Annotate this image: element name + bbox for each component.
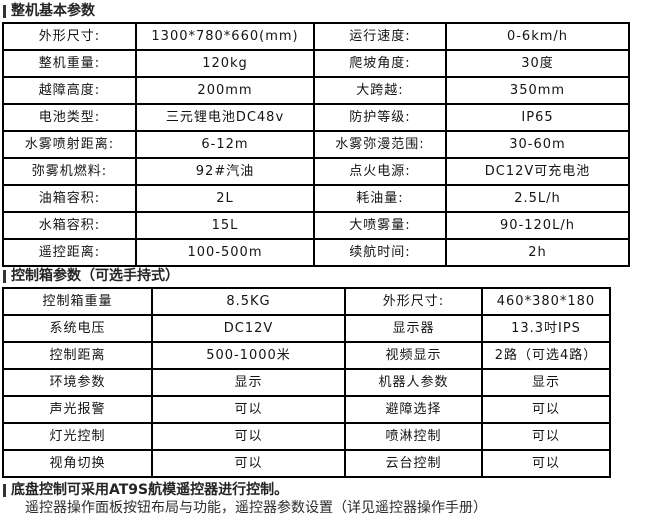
- param-label-cell: 水箱容积:: [4, 213, 137, 240]
- param-label-cell: 大跨越:: [315, 78, 447, 105]
- table-row: 灯光控制 可以 喷淋控制 可以: [4, 424, 611, 451]
- table-row: 视角切换 可以 云台控制 可以: [4, 451, 611, 478]
- param-label-cell: 耗油量:: [315, 186, 447, 213]
- section-heading-machine-params: 整机基本参数: [3, 4, 668, 19]
- param-value-cell: 100-500m: [137, 240, 315, 267]
- param-label-cell: 续航时间:: [315, 240, 447, 267]
- param-label-cell: 点火电源:: [315, 159, 447, 186]
- table-row: 外形尺寸: 1300*780*660(mm) 运行速度: 0-6km/h: [4, 24, 630, 51]
- param-value-cell: 200mm: [137, 78, 315, 105]
- param-value-cell: 三元锂电池DC48v: [137, 105, 315, 132]
- param-value-cell: 可以: [153, 451, 346, 478]
- param-value-cell: 460*380*180: [483, 289, 611, 316]
- param-value-cell: 2路（可选4路）: [483, 343, 611, 370]
- param-value-cell: 30-60m: [447, 132, 630, 159]
- param-value-cell: 13.3吋IPS: [483, 316, 611, 343]
- machine-parameters-table: 外形尺寸: 1300*780*660(mm) 运行速度: 0-6km/h 整机重量: 12…: [2, 22, 630, 267]
- param-label-cell: 云台控制: [346, 451, 483, 478]
- param-label-cell: 油箱容积:: [4, 186, 137, 213]
- param-value-cell: 120kg: [137, 51, 315, 78]
- table-row: 弥雾机燃料: 92#汽油 点火电源: DC12V可充电池: [4, 159, 630, 186]
- param-label-cell: 视角切换: [4, 451, 153, 478]
- param-label-cell: 显示器: [346, 316, 483, 343]
- control-box-parameters-table: 控制箱重量 8.5KG 外形尺寸: 460*380*180 系统电压 DC12V 显示器 13…: [2, 287, 611, 478]
- param-value-cell: DC12V: [153, 316, 346, 343]
- table-row: 越障高度: 200mm 大跨越: 350mm: [4, 78, 630, 105]
- table-row: 油箱容积: 2L 耗油量: 2.5L/h: [4, 186, 630, 213]
- section-heading-control-box-params: 控制箱参数（可选手持式）: [3, 269, 668, 284]
- param-label-cell: 环境参数: [4, 370, 153, 397]
- param-value-cell: 可以: [153, 397, 346, 424]
- param-value-cell: 2L: [137, 186, 315, 213]
- param-label-cell: 整机重量:: [4, 51, 137, 78]
- param-label-cell: 控制距离: [4, 343, 153, 370]
- param-label-cell: 水雾弥漫范围:: [315, 132, 447, 159]
- table-row: 水雾喷射距离: 6-12m 水雾弥漫范围: 30-60m: [4, 132, 630, 159]
- param-value-cell: 可以: [483, 451, 611, 478]
- table-row: 水箱容积: 15L 大喷雾量: 90-120L/h: [4, 213, 630, 240]
- param-value-cell: IP65: [447, 105, 630, 132]
- table-row: 环境参数 显示 机器人参数 显示: [4, 370, 611, 397]
- param-label-cell: 水雾喷射距离:: [4, 132, 137, 159]
- param-value-cell: 2.5L/h: [447, 186, 630, 213]
- table-row: 控制箱重量 8.5KG 外形尺寸: 460*380*180: [4, 289, 611, 316]
- remote-controller-note: 遥控器操作面板按钮布局与功能，遥控器参数设置（详见遥控器操作手册）: [25, 500, 487, 516]
- param-value-cell: DC12V可充电池: [447, 159, 630, 186]
- param-value-cell: 92#汽油: [137, 159, 315, 186]
- param-label-cell: 越障高度:: [4, 78, 137, 105]
- param-value-cell: 90-120L/h: [447, 213, 630, 240]
- param-value-cell: 显示: [153, 370, 346, 397]
- param-label-cell: 灯光控制: [4, 424, 153, 451]
- param-value-cell: 30度: [447, 51, 630, 78]
- param-value-cell: 8.5KG: [153, 289, 346, 316]
- param-value-cell: 可以: [483, 397, 611, 424]
- param-label-cell: 系统电压: [4, 316, 153, 343]
- param-value-cell: 6-12m: [137, 132, 315, 159]
- param-label-cell: 视频显示: [346, 343, 483, 370]
- param-label-cell: 大喷雾量:: [315, 213, 447, 240]
- param-label-cell: 控制箱重量: [4, 289, 153, 316]
- param-label-cell: 弥雾机燃料:: [4, 159, 137, 186]
- section-marker-bar: [3, 483, 6, 497]
- table-row: 遥控距离: 100-500m 续航时间: 2h: [4, 240, 630, 267]
- param-label-cell: 机器人参数: [346, 370, 483, 397]
- param-label-cell: 外形尺寸:: [4, 24, 137, 51]
- param-value-cell: 2h: [447, 240, 630, 267]
- param-label-cell: 防护等级:: [315, 105, 447, 132]
- param-label-cell: 遥控距离:: [4, 240, 137, 267]
- table-row: 控制距离 500-1000米 视频显示 2路（可选4路）: [4, 343, 611, 370]
- chassis-control-note-text: 底盘控制可采用AT9S航模遥控器进行控制。: [11, 482, 289, 498]
- table-row: 整机重量: 120kg 爬坡角度: 30度: [4, 51, 630, 78]
- param-value-cell: 1300*780*660(mm): [137, 24, 315, 51]
- chassis-control-note: 底盘控制可采用AT9S航模遥控器进行控制。: [3, 482, 668, 498]
- table-row: 声光报警 可以 避障选择 可以: [4, 397, 611, 424]
- section-marker-bar: [3, 270, 6, 283]
- table-row: 系统电压 DC12V 显示器 13.3吋IPS: [4, 316, 611, 343]
- param-label-cell: 避障选择: [346, 397, 483, 424]
- param-label-cell: 爬坡角度:: [315, 51, 447, 78]
- param-label-cell: 外形尺寸:: [346, 289, 483, 316]
- param-value-cell: 可以: [153, 424, 346, 451]
- section-marker-bar: [3, 5, 6, 18]
- param-value-cell: 可以: [483, 424, 611, 451]
- param-value-cell: 0-6km/h: [447, 24, 630, 51]
- param-value-cell: 15L: [137, 213, 315, 240]
- param-label-cell: 电池类型:: [4, 105, 137, 132]
- section-title: 控制箱参数（可选手持式）: [11, 268, 179, 284]
- param-value-cell: 350mm: [447, 78, 630, 105]
- param-label-cell: 声光报警: [4, 397, 153, 424]
- section-title: 整机基本参数: [11, 3, 95, 19]
- param-value-cell: 500-1000米: [153, 343, 346, 370]
- table-row: 电池类型: 三元锂电池DC48v 防护等级: IP65: [4, 105, 630, 132]
- param-label-cell: 喷淋控制: [346, 424, 483, 451]
- param-value-cell: 显示: [483, 370, 611, 397]
- param-label-cell: 运行速度:: [315, 24, 447, 51]
